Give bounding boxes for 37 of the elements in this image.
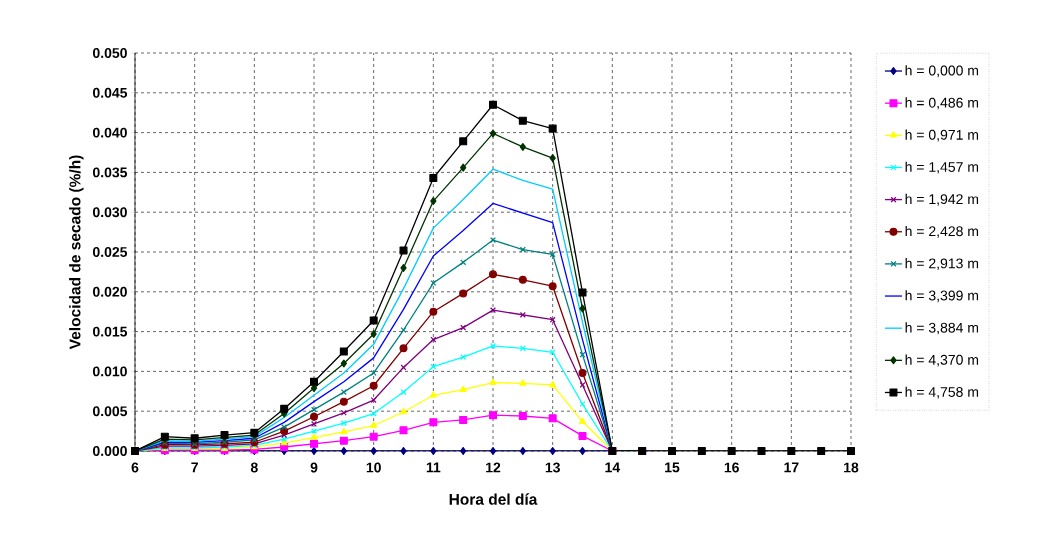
legend-label: h = 2,913 m [905,258,979,271]
y-tick-label: 0.040 [92,127,127,138]
y-tick-label: 0.010 [92,366,127,377]
y-tick-label: 0.050 [92,48,127,58]
y-tick-label: 0.015 [92,326,128,337]
legend-label: h = 0,971 m [905,129,979,142]
legend-label: h = 0,486 m [905,97,979,110]
legend-label: h = 0,000 m [905,65,979,78]
legend-label: h = 2,428 m [905,225,979,238]
legend-label: h = 4,758 m [905,386,979,399]
y-tick-label: 0.005 [92,406,128,417]
y-axis-title: Velocidad de secado (%/h) [69,155,84,350]
legend-label: h = 1,942 m [905,193,979,206]
legend-label: h = 3,884 m [905,322,979,335]
x-tick-label: 9 [310,462,318,473]
y-tick-label: 0.045 [92,87,128,98]
y-tick-label: 0.020 [92,286,127,297]
y-tick-label: 0.025 [92,247,128,257]
x-tick-label: 17 [784,462,799,473]
y-tick-label: 0.030 [92,207,127,218]
legend-label: h = 1,457 m [905,161,979,174]
y-tick-label: 0.035 [92,167,128,178]
x-tick-label: 10 [366,462,381,473]
x-tick-label: 18 [844,462,859,473]
x-tick-label: 14 [605,462,621,473]
x-tick-label: 6 [131,462,139,473]
x-tick-label: 8 [250,462,258,473]
legend-label: h = 3,399 m [905,290,979,303]
x-tick-label: 11 [426,462,441,473]
x-tick-label: 13 [545,462,560,473]
x-tick-label: 16 [724,462,739,473]
x-tick-label: 7 [191,462,198,473]
x-tick-label: 12 [486,462,501,473]
legend-label: h = 4,370 m [905,354,979,367]
x-tick-label: 15 [665,462,680,473]
x-axis-title: Hora del día [449,493,538,505]
y-tick-label: 0.000 [92,446,127,456]
